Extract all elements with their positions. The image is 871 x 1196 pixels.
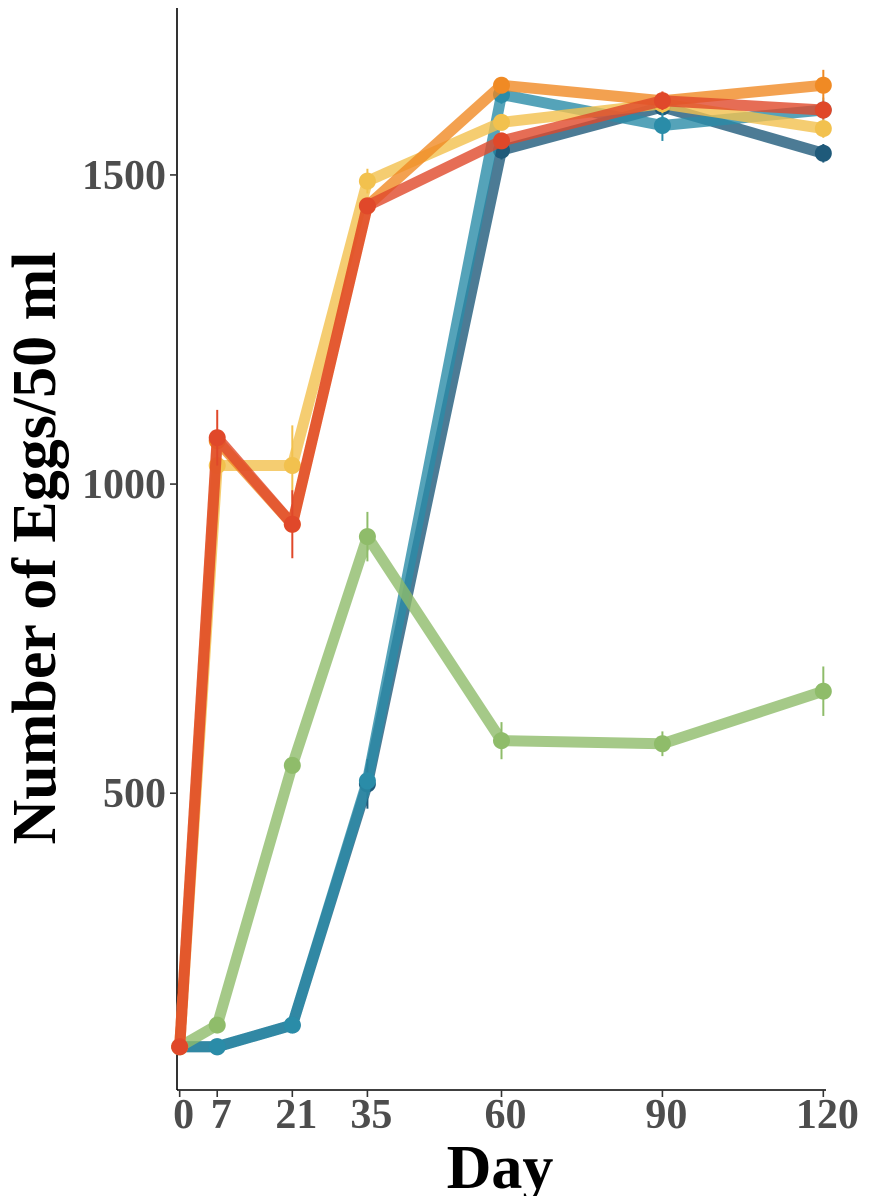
series-line bbox=[174, 79, 829, 1053]
x-tick-label: 7 bbox=[211, 1092, 232, 1138]
data-point bbox=[358, 772, 376, 790]
data-point bbox=[814, 682, 832, 700]
x-tick-label: 60 bbox=[485, 1092, 527, 1138]
x-tick-label: 21 bbox=[275, 1092, 317, 1138]
data-point bbox=[171, 1038, 189, 1056]
series-5 bbox=[171, 69, 832, 1056]
y-axis-title: Number of Eggs/50 ml bbox=[1, 251, 69, 844]
series-line bbox=[174, 101, 829, 1053]
data-point bbox=[814, 144, 832, 162]
series-line bbox=[174, 98, 829, 1053]
data-point bbox=[493, 76, 510, 94]
data-point bbox=[814, 101, 832, 119]
data-point bbox=[814, 76, 832, 94]
data-point bbox=[358, 172, 376, 190]
y-tick-label: 1000 bbox=[82, 462, 166, 508]
y-ticks: 500 1000 1500 bbox=[82, 153, 177, 817]
series-line bbox=[174, 89, 829, 1053]
y-tick-label: 500 bbox=[103, 771, 166, 817]
data-point bbox=[208, 1016, 226, 1034]
y-tick-label: 1500 bbox=[82, 153, 166, 199]
series-6 bbox=[171, 91, 832, 1056]
series-3 bbox=[171, 511, 832, 1056]
x-tick-label: 0 bbox=[173, 1092, 194, 1138]
series-4 bbox=[171, 94, 832, 1056]
series-line bbox=[174, 95, 829, 1053]
x-tick-label: 120 bbox=[796, 1092, 859, 1138]
data-point bbox=[283, 515, 301, 533]
data-point bbox=[493, 132, 510, 150]
x-ticks: 0 7 21 35 60 90 120 bbox=[173, 1090, 859, 1138]
data-point bbox=[653, 92, 671, 110]
series-layer bbox=[171, 69, 832, 1056]
data-point bbox=[283, 457, 301, 475]
data-point bbox=[358, 197, 376, 215]
data-point bbox=[208, 1038, 226, 1056]
data-point bbox=[653, 735, 671, 753]
data-point bbox=[814, 120, 832, 138]
data-point bbox=[358, 528, 376, 546]
series-line bbox=[174, 531, 829, 1053]
data-point bbox=[283, 756, 301, 774]
x-axis-title: Day bbox=[447, 1134, 554, 1196]
data-point bbox=[493, 732, 510, 750]
x-tick-label: 35 bbox=[350, 1092, 392, 1138]
data-point bbox=[653, 116, 671, 134]
data-point bbox=[493, 113, 510, 131]
data-point bbox=[208, 429, 226, 447]
series-1 bbox=[171, 94, 832, 1056]
data-point bbox=[283, 1016, 301, 1034]
series-2 bbox=[171, 85, 832, 1056]
x-tick-label: 90 bbox=[645, 1092, 687, 1138]
